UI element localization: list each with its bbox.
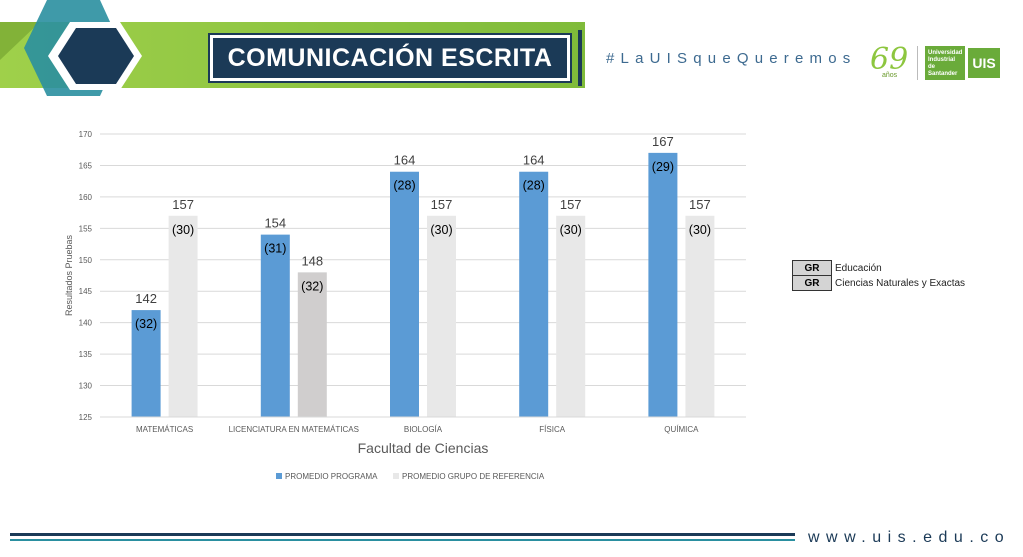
bar-annotation-label: (31) xyxy=(264,242,286,256)
y-tick-label: 170 xyxy=(79,130,93,139)
bar-promedio-referencia xyxy=(556,215,586,417)
bar-value-label: 142 xyxy=(135,291,157,306)
y-tick-label: 155 xyxy=(79,224,93,233)
x-tick-label: FÍSICA xyxy=(539,425,565,434)
bar-promedio-programa xyxy=(131,310,161,417)
x-tick-label: MATEMÁTICAS xyxy=(136,425,193,434)
bar-annotation-label: (28) xyxy=(393,179,415,193)
bar-promedio-referencia xyxy=(427,215,456,417)
bar-value-label: 148 xyxy=(301,253,323,268)
y-tick-label: 125 xyxy=(79,413,93,422)
y-tick-label: 160 xyxy=(79,193,93,202)
bar-annotation-label: (32) xyxy=(301,279,323,293)
bar-promedio-programa xyxy=(519,171,549,417)
y-tick-label: 135 xyxy=(79,350,93,359)
bar-annotation-label: (29) xyxy=(652,160,674,174)
bar-annotation-label: (30) xyxy=(689,223,711,237)
logo-divider xyxy=(917,46,918,80)
bar-annotation-label: (32) xyxy=(135,317,157,331)
group-legend-row: GR Ciencias Naturales y Exactas xyxy=(792,275,969,291)
y-tick-label: 130 xyxy=(79,382,93,391)
bar-promedio-referencia xyxy=(685,215,715,417)
anniversary-logo: 69 años xyxy=(868,42,912,82)
university-logo: Universidad Industrial de Santander xyxy=(925,46,965,80)
bar-promedio-programa xyxy=(390,171,419,417)
bar-annotation-label: (28) xyxy=(523,179,545,193)
bar-value-label: 157 xyxy=(689,197,711,212)
y-axis-label: Resultados Pruebas xyxy=(64,234,74,316)
bar-promedio-referencia xyxy=(297,272,327,417)
bar-chart: 125 130 135 140 145 150 155 160 165 170 Resultados… xyxy=(64,130,746,481)
anniversary-number: 69 xyxy=(870,42,909,77)
bar-value-label: 164 xyxy=(523,153,545,168)
legend-label: PROMEDIO GRUPO DE REFERENCIA xyxy=(402,472,545,481)
group-code: GR xyxy=(792,260,832,276)
bar-annotation-label: (30) xyxy=(172,223,194,237)
bar-value-label: 154 xyxy=(264,216,286,231)
website-url: www.uis.edu.co xyxy=(808,529,1011,546)
y-tick-label: 145 xyxy=(79,287,93,296)
group-label: Educación xyxy=(835,262,882,274)
bar-promedio-programa xyxy=(260,234,290,417)
footer-lines xyxy=(10,533,795,541)
page-title: COMUNICACIÓN ESCRITA xyxy=(208,33,572,83)
bar-value-label: 164 xyxy=(394,153,416,168)
bar-promedio-referencia xyxy=(168,215,198,417)
group-legend-row: GR Educación xyxy=(792,260,969,276)
x-tick-label: QUÍMICA xyxy=(664,425,699,434)
uis-mark-logo: UIS xyxy=(966,46,1002,80)
legend-swatch xyxy=(393,473,399,479)
bar-promedio-programa xyxy=(648,152,678,417)
y-tick-label: 165 xyxy=(79,161,93,170)
bar-annotation-label: (30) xyxy=(560,223,582,237)
bar-value-label: 167 xyxy=(652,134,674,149)
bar-value-label: 157 xyxy=(172,197,194,212)
hashtag-text: #LaUISqueQueremos xyxy=(606,50,857,67)
bar-annotation-label: (30) xyxy=(430,223,452,237)
legend-label: PROMEDIO PROGRAMA xyxy=(285,472,378,481)
group-label: Ciencias Naturales y Exactas xyxy=(835,277,966,289)
group-legend-table: GR Educación GR Ciencias Naturales y Exa… xyxy=(792,260,969,291)
legend-swatch xyxy=(276,473,282,479)
anniversary-text: años xyxy=(882,72,898,79)
y-tick-label: 150 xyxy=(79,256,93,265)
x-tick-label: LICENCIATURA EN MATEMÁTICAS xyxy=(229,425,359,434)
bar-value-label: 157 xyxy=(560,197,582,212)
x-tick-label: BIOLOGÍA xyxy=(404,425,443,434)
x-axis-label: Facultad de Ciencias xyxy=(358,440,489,456)
bar-value-label: 157 xyxy=(431,197,453,212)
y-tick-label: 140 xyxy=(79,319,93,328)
group-code: GR xyxy=(792,275,832,291)
